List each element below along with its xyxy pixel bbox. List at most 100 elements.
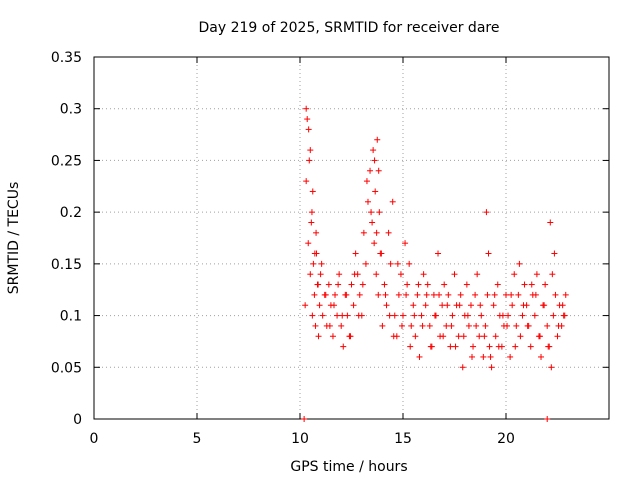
data-point	[542, 281, 549, 288]
data-point	[449, 312, 456, 319]
y-tick-label: 0.2	[60, 205, 82, 221]
data-point	[375, 291, 382, 298]
data-point	[487, 353, 494, 360]
data-point	[431, 312, 438, 319]
y-tick-label: 0.35	[51, 50, 82, 66]
data-point	[459, 364, 466, 371]
data-point	[404, 281, 411, 288]
data-point	[311, 291, 318, 298]
data-point	[420, 271, 427, 278]
y-tick-label: 0.05	[51, 360, 82, 376]
data-point	[532, 291, 539, 298]
data-point	[395, 291, 402, 298]
data-point	[448, 322, 455, 329]
x-tick-label: 15	[394, 431, 412, 447]
data-point	[490, 302, 497, 309]
data-point	[482, 322, 489, 329]
data-point	[464, 312, 471, 319]
data-point	[486, 343, 493, 350]
data-point	[379, 322, 386, 329]
data-point	[463, 281, 470, 288]
data-point	[427, 343, 434, 350]
data-point	[340, 343, 347, 350]
data-point	[436, 291, 443, 298]
data-point	[445, 291, 452, 298]
data-point	[411, 312, 418, 319]
data-point	[344, 312, 351, 319]
data-point	[554, 333, 561, 340]
data-point	[313, 229, 320, 236]
data-point	[528, 281, 535, 288]
data-point	[426, 322, 433, 329]
data-point	[551, 250, 558, 257]
data-point	[517, 333, 524, 340]
data-point	[378, 250, 385, 257]
data-point	[544, 416, 551, 422]
data-point	[329, 333, 336, 340]
x-tick-label: 20	[497, 431, 515, 447]
data-point	[307, 271, 314, 278]
data-point	[387, 260, 394, 267]
data-point	[550, 312, 557, 319]
data-point	[309, 312, 316, 319]
data-point	[559, 302, 566, 309]
data-point	[472, 291, 479, 298]
data-point	[495, 343, 502, 350]
data-point	[414, 291, 421, 298]
data-point	[538, 353, 545, 360]
data-point	[504, 322, 511, 329]
data-point	[419, 322, 426, 329]
data-point	[301, 416, 308, 422]
data-point	[457, 291, 464, 298]
data-point	[363, 178, 370, 185]
y-tick-label: 0.3	[60, 102, 82, 118]
data-point	[315, 281, 322, 288]
data-point	[407, 343, 414, 350]
data-point	[374, 136, 381, 143]
data-point	[485, 250, 492, 257]
data-point	[519, 312, 526, 319]
data-point	[308, 219, 315, 226]
data-point	[312, 322, 319, 329]
data-point	[302, 302, 309, 309]
data-point	[334, 312, 341, 319]
data-point	[373, 271, 380, 278]
data-point	[467, 302, 474, 309]
x-tick-label: 10	[291, 431, 309, 447]
data-point	[424, 281, 431, 288]
data-point	[319, 312, 326, 319]
ticks: 0 5 10 15 20 0 0.05 0.1 0.15 0.2 0.25 0.3 0.35	[51, 50, 609, 447]
data-point	[547, 219, 554, 226]
data-point	[360, 229, 367, 236]
x-axis-label: GPS time / hours	[290, 459, 407, 475]
data-point	[397, 271, 404, 278]
data-point	[367, 167, 374, 174]
data-point	[544, 322, 551, 329]
data-point	[562, 291, 569, 298]
data-point	[451, 271, 458, 278]
data-point	[533, 271, 540, 278]
data-point	[390, 333, 397, 340]
data-point	[305, 240, 312, 247]
data-point	[406, 260, 413, 267]
data-point	[303, 105, 310, 112]
data-point	[383, 302, 390, 309]
data-point	[322, 291, 329, 298]
data-point	[343, 291, 350, 298]
data-point	[531, 312, 538, 319]
data-point	[505, 312, 512, 319]
data-point	[382, 291, 389, 298]
data-point	[509, 302, 516, 309]
data-point	[474, 271, 481, 278]
data-point	[372, 188, 379, 195]
data-point	[359, 281, 366, 288]
data-point	[488, 364, 495, 371]
data-point	[306, 157, 313, 164]
data-point	[520, 302, 527, 309]
data-point	[389, 198, 396, 205]
y-axis-label: SRMTID / TECUs	[6, 182, 22, 295]
data-point	[352, 250, 359, 257]
data-point	[508, 291, 515, 298]
data-point	[470, 343, 477, 350]
data-point	[410, 302, 417, 309]
